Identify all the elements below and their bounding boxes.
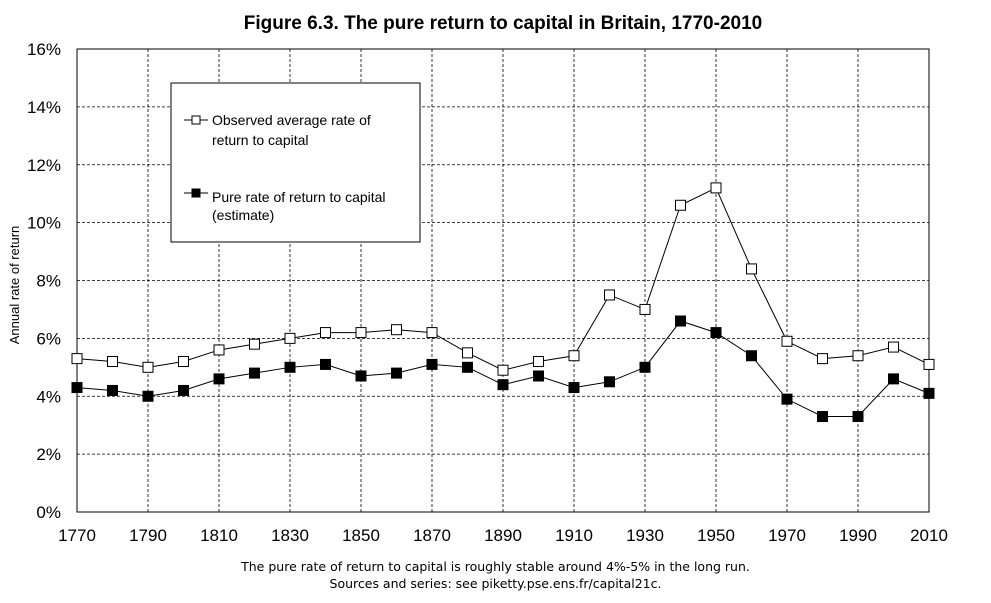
x-tick-label: 2010 xyxy=(910,526,948,545)
y-tick-label: 0% xyxy=(36,503,61,522)
data-point-observed: 1790: 5% xyxy=(142,361,154,373)
x-tick-label: 1990 xyxy=(839,526,877,545)
legend-box xyxy=(170,82,421,243)
x-tick-label: 1910 xyxy=(555,526,593,545)
data-point-pure: 1870: 5.1% xyxy=(426,358,438,370)
x-tick-label: 1790 xyxy=(129,526,167,545)
x-tick-label: 1870 xyxy=(413,526,451,545)
data-point-observed: 1800: 5.2% xyxy=(178,356,189,368)
plot-frame xyxy=(76,48,930,513)
data-point-pure: 1860: 4.8% xyxy=(391,367,402,379)
data-point-pure: 1780: 4.2% xyxy=(107,384,118,396)
data-point-pure: 1930: 5% xyxy=(639,361,651,373)
data-point-observed: 1920: 7.5% xyxy=(604,289,615,301)
data-point-pure: 1790: 4% xyxy=(142,390,154,402)
data-point-pure: 1810: 4.6% xyxy=(213,373,225,385)
x-tick-label: 1810 xyxy=(200,526,238,545)
y-tick-label: 16% xyxy=(27,40,61,59)
chart-note: The pure rate of return to capital is ro… xyxy=(241,559,750,574)
data-point-observed: 1910: 5.4% xyxy=(568,350,580,362)
legend-label-observed-1: Observed average rate of xyxy=(212,112,371,128)
data-point-observed: 1860: 6.3% xyxy=(391,324,402,336)
data-point-observed: 1970: 5.9% xyxy=(781,335,793,347)
legend-label-pure-2: (estimate) xyxy=(212,207,274,223)
data-point-observed: 1810: 5.6% xyxy=(213,344,225,356)
y-tick-label: 10% xyxy=(27,214,61,233)
data-point-pure: 2010: 4.1% xyxy=(923,387,935,399)
x-tick-label: 1930 xyxy=(626,526,664,545)
data-point-observed: 1840: 6.2% xyxy=(320,327,331,339)
y-tick-label: 14% xyxy=(27,98,61,117)
data-point-observed: 2000: 5.7% xyxy=(888,341,899,353)
data-point-observed: 1770: 5.3% xyxy=(71,353,83,365)
data-point-pure: 1980: 3.3% xyxy=(817,411,828,423)
y-tick-label: 2% xyxy=(36,445,61,464)
chart-source: Sources and series: see piketty.pse.ens.… xyxy=(329,576,662,591)
legend-label-pure-1: Pure rate of return to capital xyxy=(212,189,386,205)
x-tick-label: 1770 xyxy=(58,526,96,545)
data-point-pure: 1890: 4.4% xyxy=(497,379,509,391)
data-point-pure: 1770: 4.3% xyxy=(71,382,83,394)
data-point-pure: 1880: 5% xyxy=(462,361,473,373)
data-point-observed: 1980: 5.3% xyxy=(817,353,828,365)
data-point-observed: 1880: 5.5% xyxy=(462,347,473,359)
data-point-observed: 1890: 4.9% xyxy=(497,364,509,376)
data-point-pure: 1840: 5.1% xyxy=(320,358,331,370)
data-point-pure: 1940: 6.6% xyxy=(675,315,686,327)
data-point-pure: 1900: 4.7% xyxy=(533,370,544,382)
x-tick-label: 1970 xyxy=(768,526,806,545)
data-point-observed: 1940: 10.6% xyxy=(675,199,686,211)
data-point-observed: 1990: 5.4% xyxy=(852,350,864,362)
chart-title: Figure 6.3. The pure return to capital i… xyxy=(244,13,762,34)
data-point-pure: 1920: 4.5% xyxy=(604,376,615,388)
legend: Observed average rate of return to capit… xyxy=(170,82,421,243)
data-point-pure: 1960: 5.4% xyxy=(746,350,757,362)
data-point-observed: 1780: 5.2% xyxy=(107,356,118,368)
data-point-observed: 1830: 6% xyxy=(284,332,296,344)
y-tick-label: 4% xyxy=(36,387,61,406)
data-point-pure: 1910: 4.3% xyxy=(568,382,580,394)
data-point-observed: 1820: 5.8% xyxy=(249,338,260,350)
data-point-pure: 1970: 3.9% xyxy=(781,393,793,405)
data-point-pure: 1820: 4.8% xyxy=(249,367,260,379)
legend-open-square-icon xyxy=(191,115,201,125)
x-tick-label: 1830 xyxy=(271,526,309,545)
y-tick-label: 8% xyxy=(36,272,61,291)
y-axis-label: Annual rate of return xyxy=(7,226,22,345)
legend-label-observed-2: return to capital xyxy=(212,132,309,148)
data-point-pure: 1830: 5% xyxy=(284,361,296,373)
data-point-observed: 1930: 7% xyxy=(639,303,651,315)
data-point-pure: 2000: 4.6% xyxy=(888,373,899,385)
y-tick-label: 12% xyxy=(27,156,61,175)
data-point-observed: 1870: 6.2% xyxy=(426,327,438,339)
data-point-observed: 1950: 11.2% xyxy=(710,182,722,194)
data-point-observed: 2010: 5.1% xyxy=(923,358,935,370)
y-tick-label: 6% xyxy=(36,329,61,348)
data-point-pure: 1950: 6.2% xyxy=(710,327,722,339)
data-point-observed: 1900: 5.2% xyxy=(533,356,544,368)
x-tick-label: 1950 xyxy=(697,526,735,545)
data-point-pure: 1990: 3.3% xyxy=(852,411,864,423)
data-point-observed: 1960: 8.4% xyxy=(746,263,757,275)
data-point-pure: 1800: 4.2% xyxy=(178,384,189,396)
x-tick-label: 1850 xyxy=(342,526,380,545)
x-tick-label: 1890 xyxy=(484,526,522,545)
legend-filled-square-icon xyxy=(191,188,201,198)
data-point-pure: 1850: 4.7% xyxy=(355,370,367,382)
data-point-observed: 1850: 6.2% xyxy=(355,327,367,339)
